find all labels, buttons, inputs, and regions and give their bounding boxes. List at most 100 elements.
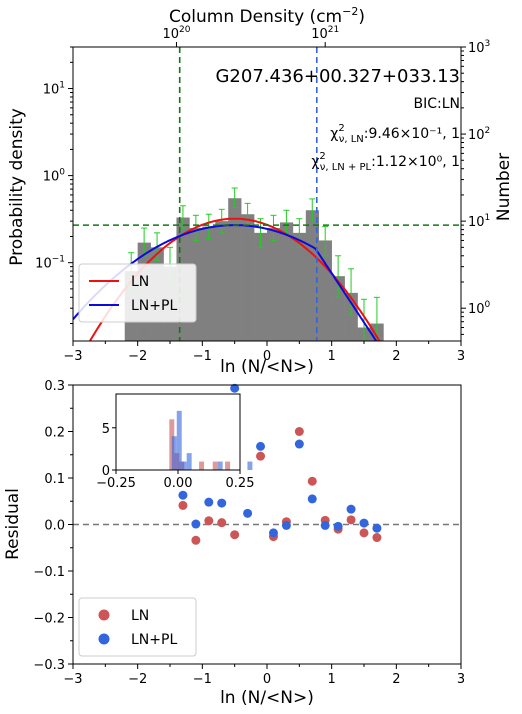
column-density-label: Column Density (cm−2)	[169, 5, 365, 27]
x-tick-label: −2	[128, 349, 147, 364]
histogram-bar	[292, 232, 307, 341]
ln-pl-residual-point	[359, 518, 369, 528]
y2-tick-label: 103	[468, 39, 490, 56]
x-tick-label: 1	[328, 672, 336, 687]
histogram-bar	[254, 232, 268, 341]
x-tick-label: 2	[392, 349, 400, 364]
bottom-legend: LN LN+PL	[78, 597, 197, 657]
ln-pl-residual-point	[268, 528, 278, 538]
y2-tick-label: 100	[468, 300, 491, 317]
y-tick-label: −0.3	[33, 658, 65, 673]
top-legend: LN LN+PL	[78, 263, 197, 323]
y-tick-label: 101	[43, 81, 65, 98]
histogram-bar	[228, 198, 242, 341]
top-x-tick-label: 1020	[162, 25, 190, 42]
histogram-bar	[331, 276, 345, 341]
x-tick-label: −1	[193, 672, 212, 687]
top-xaxis-label: ln (N/<N>)	[220, 357, 314, 377]
ln-pl-curve	[73, 224, 378, 341]
ln-residual-point	[178, 500, 188, 510]
ln-residual-point	[359, 528, 369, 538]
bottom-yaxis-label: Residual	[3, 488, 23, 560]
inset-ln-pl-bar	[181, 461, 187, 470]
inset-x-tick-label: −0.25	[96, 476, 136, 491]
ln-pl-residual-point	[178, 490, 188, 500]
inset-ln-bar	[225, 461, 231, 470]
ln-residual-point	[294, 427, 304, 436]
inset-ln-pl-bar	[171, 436, 177, 470]
residual-points	[178, 383, 382, 545]
y-tick-label: 0.2	[44, 426, 65, 441]
ln-pl-residual-point	[217, 498, 227, 508]
inset-y-tick-label: 5	[102, 422, 110, 437]
x-tick-label: 0	[263, 349, 271, 364]
y2-tick-label: 101	[468, 213, 490, 230]
residual-histogram-inset: −0.25 0.00 0.25 0 5	[96, 393, 254, 491]
bic-label: BIC:LN	[414, 96, 461, 112]
inset-ln-pl-bar	[217, 461, 223, 470]
inset-x-tick-label: 0.25	[226, 476, 255, 491]
ln-pl-residual-point	[372, 523, 382, 533]
legend-ln-label: LN	[131, 608, 149, 624]
ln-pl-residual-point	[281, 520, 291, 530]
inset-ln-pl-bar	[247, 461, 253, 470]
inset-ln-pl-bar	[186, 453, 192, 470]
legend-lnpl-label: LN+PL	[131, 632, 177, 648]
inset-ln-bar	[212, 461, 218, 470]
ln-pl-residual-point	[346, 504, 356, 514]
inset-y-tick-label: 0	[102, 464, 110, 479]
ln-residual-point	[372, 533, 382, 543]
histogram-bar	[279, 222, 294, 341]
y-tick-label: 10−1	[35, 255, 65, 272]
legend-lnpl-label: LN+PL	[131, 298, 177, 314]
ln-residual-point	[307, 476, 317, 486]
x-tick-label: 3	[457, 672, 465, 687]
x-tick-label: −3	[63, 349, 82, 364]
top-panel: −3 −2 −1 0 1 2 3 10−1 100 101 100 101 102 103 1020 1021…	[7, 5, 514, 377]
legend-ln-marker	[98, 609, 110, 621]
histogram-bar	[344, 292, 358, 341]
ln-residual-point	[217, 518, 227, 528]
ln-residual-point	[191, 535, 201, 545]
x-tick-label: 0	[263, 672, 271, 687]
top-legend-box	[78, 263, 197, 323]
ln-residual-point	[346, 515, 356, 525]
legend-ln-label: LN	[131, 274, 149, 290]
y-tick-label: 0.0	[44, 519, 65, 534]
inset-ln-pl-bar	[176, 410, 182, 470]
y-tick-label: −0.2	[33, 612, 65, 627]
ln-pl-residual-point	[191, 519, 201, 529]
ln-pl-residual-point	[256, 441, 266, 451]
histogram-bar	[202, 226, 216, 341]
x-tick-label: −1	[193, 349, 212, 364]
ln-pl-residual-point	[204, 497, 214, 507]
histogram-bar	[305, 210, 320, 341]
bottom-axis-ticks: −3 −2 −1 0 1 2 3 −0.3 −0.2 −0.1 0.0 0.1 0.2 0.3	[33, 379, 465, 687]
ln-pl-residual-point	[333, 521, 343, 531]
histogram-bar	[318, 240, 332, 341]
x-tick-label: 1	[328, 349, 336, 364]
histogram-bar	[215, 221, 229, 341]
x-tick-label: 2	[392, 672, 400, 687]
ln-pl-residual-point	[294, 439, 304, 449]
bottom-xaxis-label: ln (N/<N>)	[220, 688, 314, 708]
y-tick-label: 100	[43, 168, 66, 185]
ln-residual-point	[256, 451, 266, 461]
right-yaxis-label: Number	[494, 153, 514, 221]
ln-residual-point	[230, 530, 240, 540]
ln-pl-residual-point	[230, 383, 240, 393]
ln-pl-residual-point	[320, 520, 330, 530]
y-tick-label: 0.1	[44, 472, 65, 487]
top-yaxis-label: Probability density	[7, 108, 27, 266]
y-tick-label: 0.3	[44, 379, 65, 394]
ln-pl-residual-point	[243, 508, 253, 518]
ln-pl-residual-point	[307, 494, 317, 504]
x-tick-label: 3	[457, 349, 465, 364]
top-x-tick-label: 1021	[311, 25, 339, 42]
inset-bars	[169, 410, 253, 470]
source-title: G207.436+00.327+033.13	[215, 66, 460, 87]
ln-residual-point	[204, 516, 214, 526]
inset-ticks: −0.25 0.00 0.25 0 5	[96, 422, 254, 491]
bottom-panel: −3 −2 −1 0 1 2 3 −0.3 −0.2 −0.1 0.0 0.1 0.2 0.3 ln (N…	[3, 379, 465, 708]
